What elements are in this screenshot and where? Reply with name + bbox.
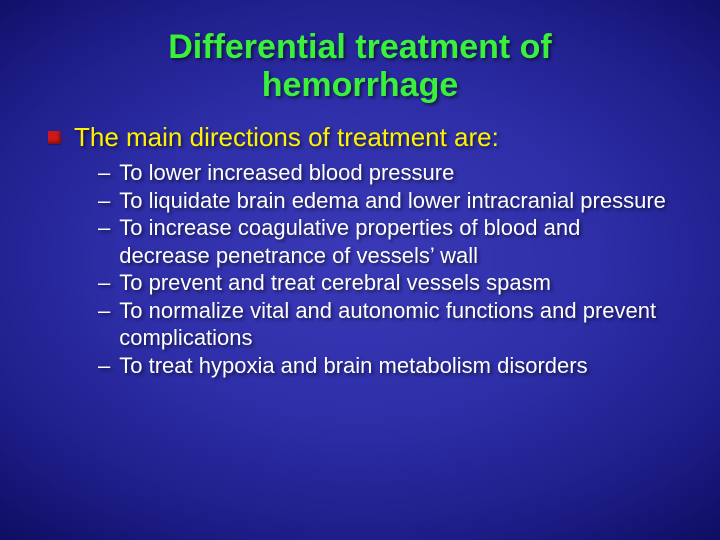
level1-text: The main directions of treatment are:: [74, 122, 499, 153]
list-item-text: To increase coagulative properties of bl…: [119, 214, 672, 269]
dash-icon: –: [98, 269, 110, 297]
list-item: – To prevent and treat cerebral vessels …: [98, 269, 672, 297]
list-item-text: To lower increased blood pressure: [119, 159, 454, 187]
dash-icon: –: [98, 159, 110, 187]
list-item-text: To liquidate brain edema and lower intra…: [119, 187, 666, 215]
list-item: – To lower increased blood pressure: [98, 159, 672, 187]
square-bullet-icon: [48, 131, 61, 144]
title-line-2: hemorrhage: [262, 66, 459, 104]
dash-icon: –: [98, 352, 110, 380]
list-item-text: To treat hypoxia and brain metabolism di…: [119, 352, 587, 380]
list-item: – To liquidate brain edema and lower int…: [98, 187, 672, 215]
dash-icon: –: [98, 187, 110, 215]
title-line-1: Differential treatment of: [168, 28, 552, 66]
dash-icon: –: [98, 297, 110, 325]
list-item: – To increase coagulative properties of …: [98, 214, 672, 269]
slide-container: Differential treatment of hemorrhage The…: [0, 0, 720, 540]
list-item-text: To normalize vital and autonomic functio…: [119, 297, 672, 352]
sub-list: – To lower increased blood pressure – To…: [48, 159, 672, 379]
bullet-level1: The main directions of treatment are:: [48, 122, 672, 153]
slide-content: The main directions of treatment are: – …: [0, 104, 720, 379]
list-item-text: To prevent and treat cerebral vessels sp…: [119, 269, 551, 297]
dash-icon: –: [98, 214, 110, 242]
list-item: – To treat hypoxia and brain metabolism …: [98, 352, 672, 380]
slide-title: Differential treatment of hemorrhage: [0, 0, 720, 104]
list-item: – To normalize vital and autonomic funct…: [98, 297, 672, 352]
